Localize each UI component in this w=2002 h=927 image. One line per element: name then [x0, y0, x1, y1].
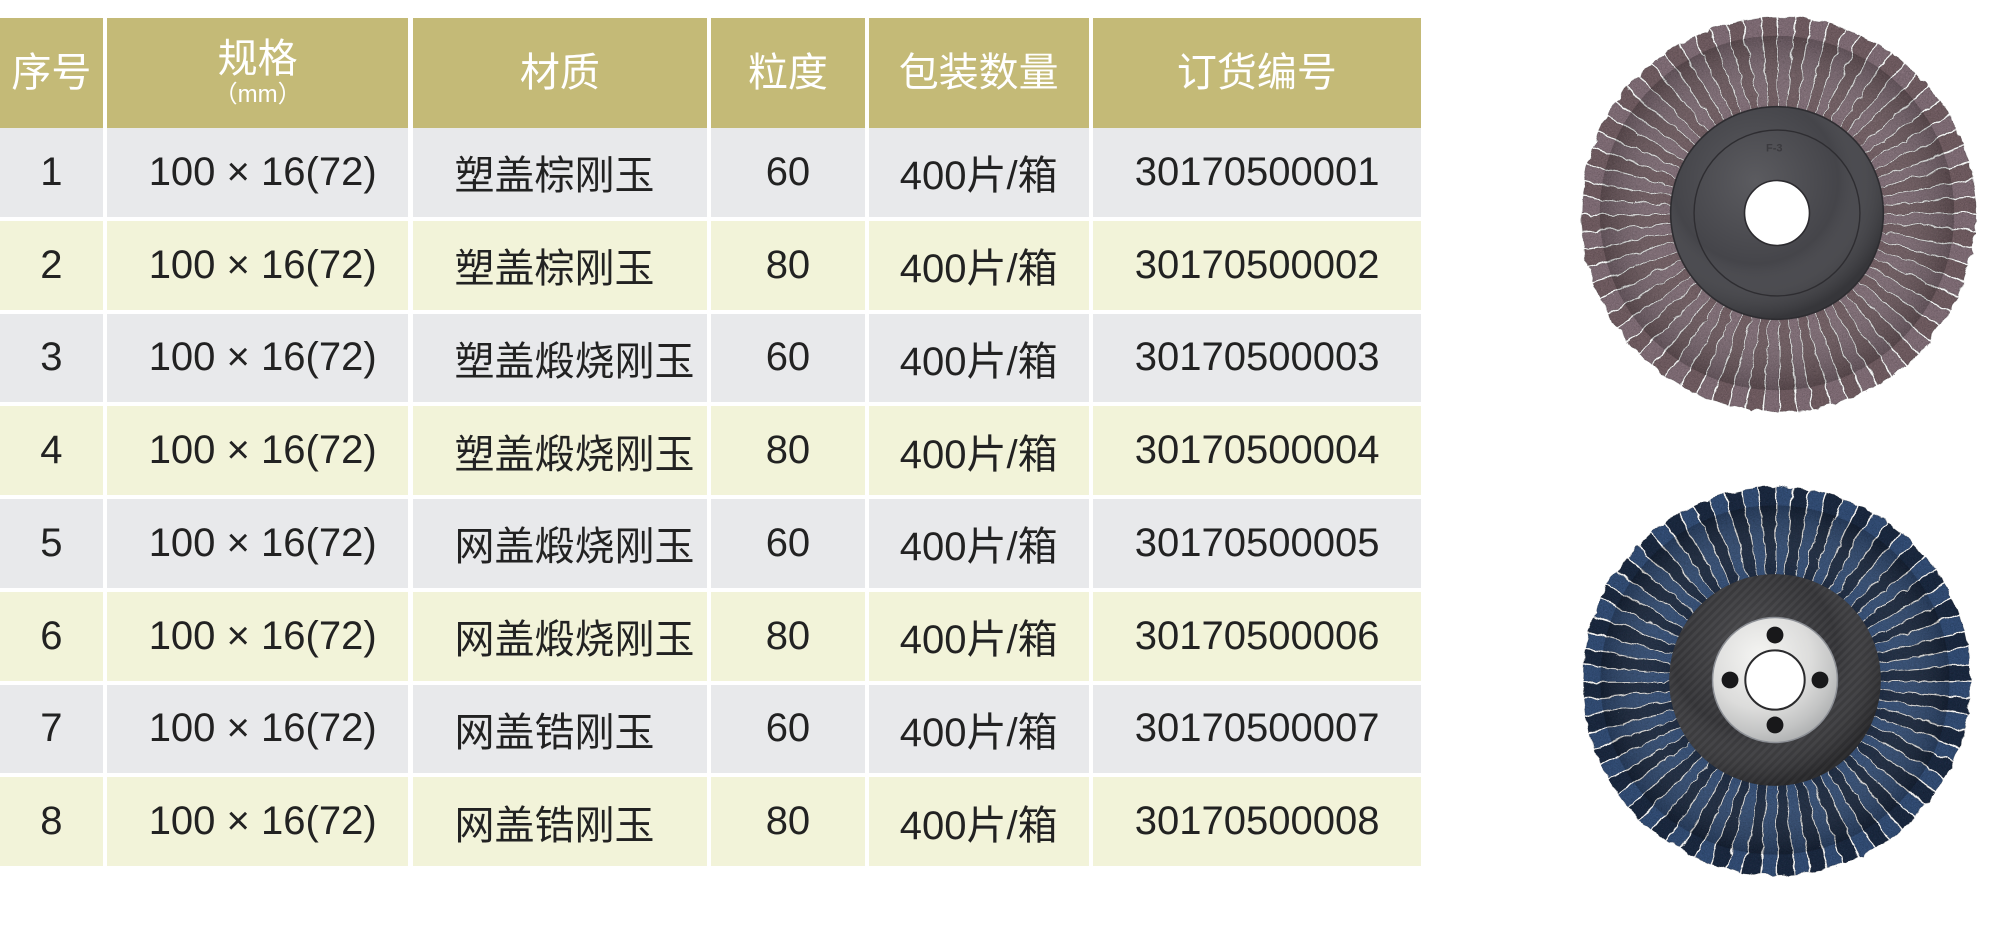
- svg-text:F-3: F-3: [1766, 142, 1783, 154]
